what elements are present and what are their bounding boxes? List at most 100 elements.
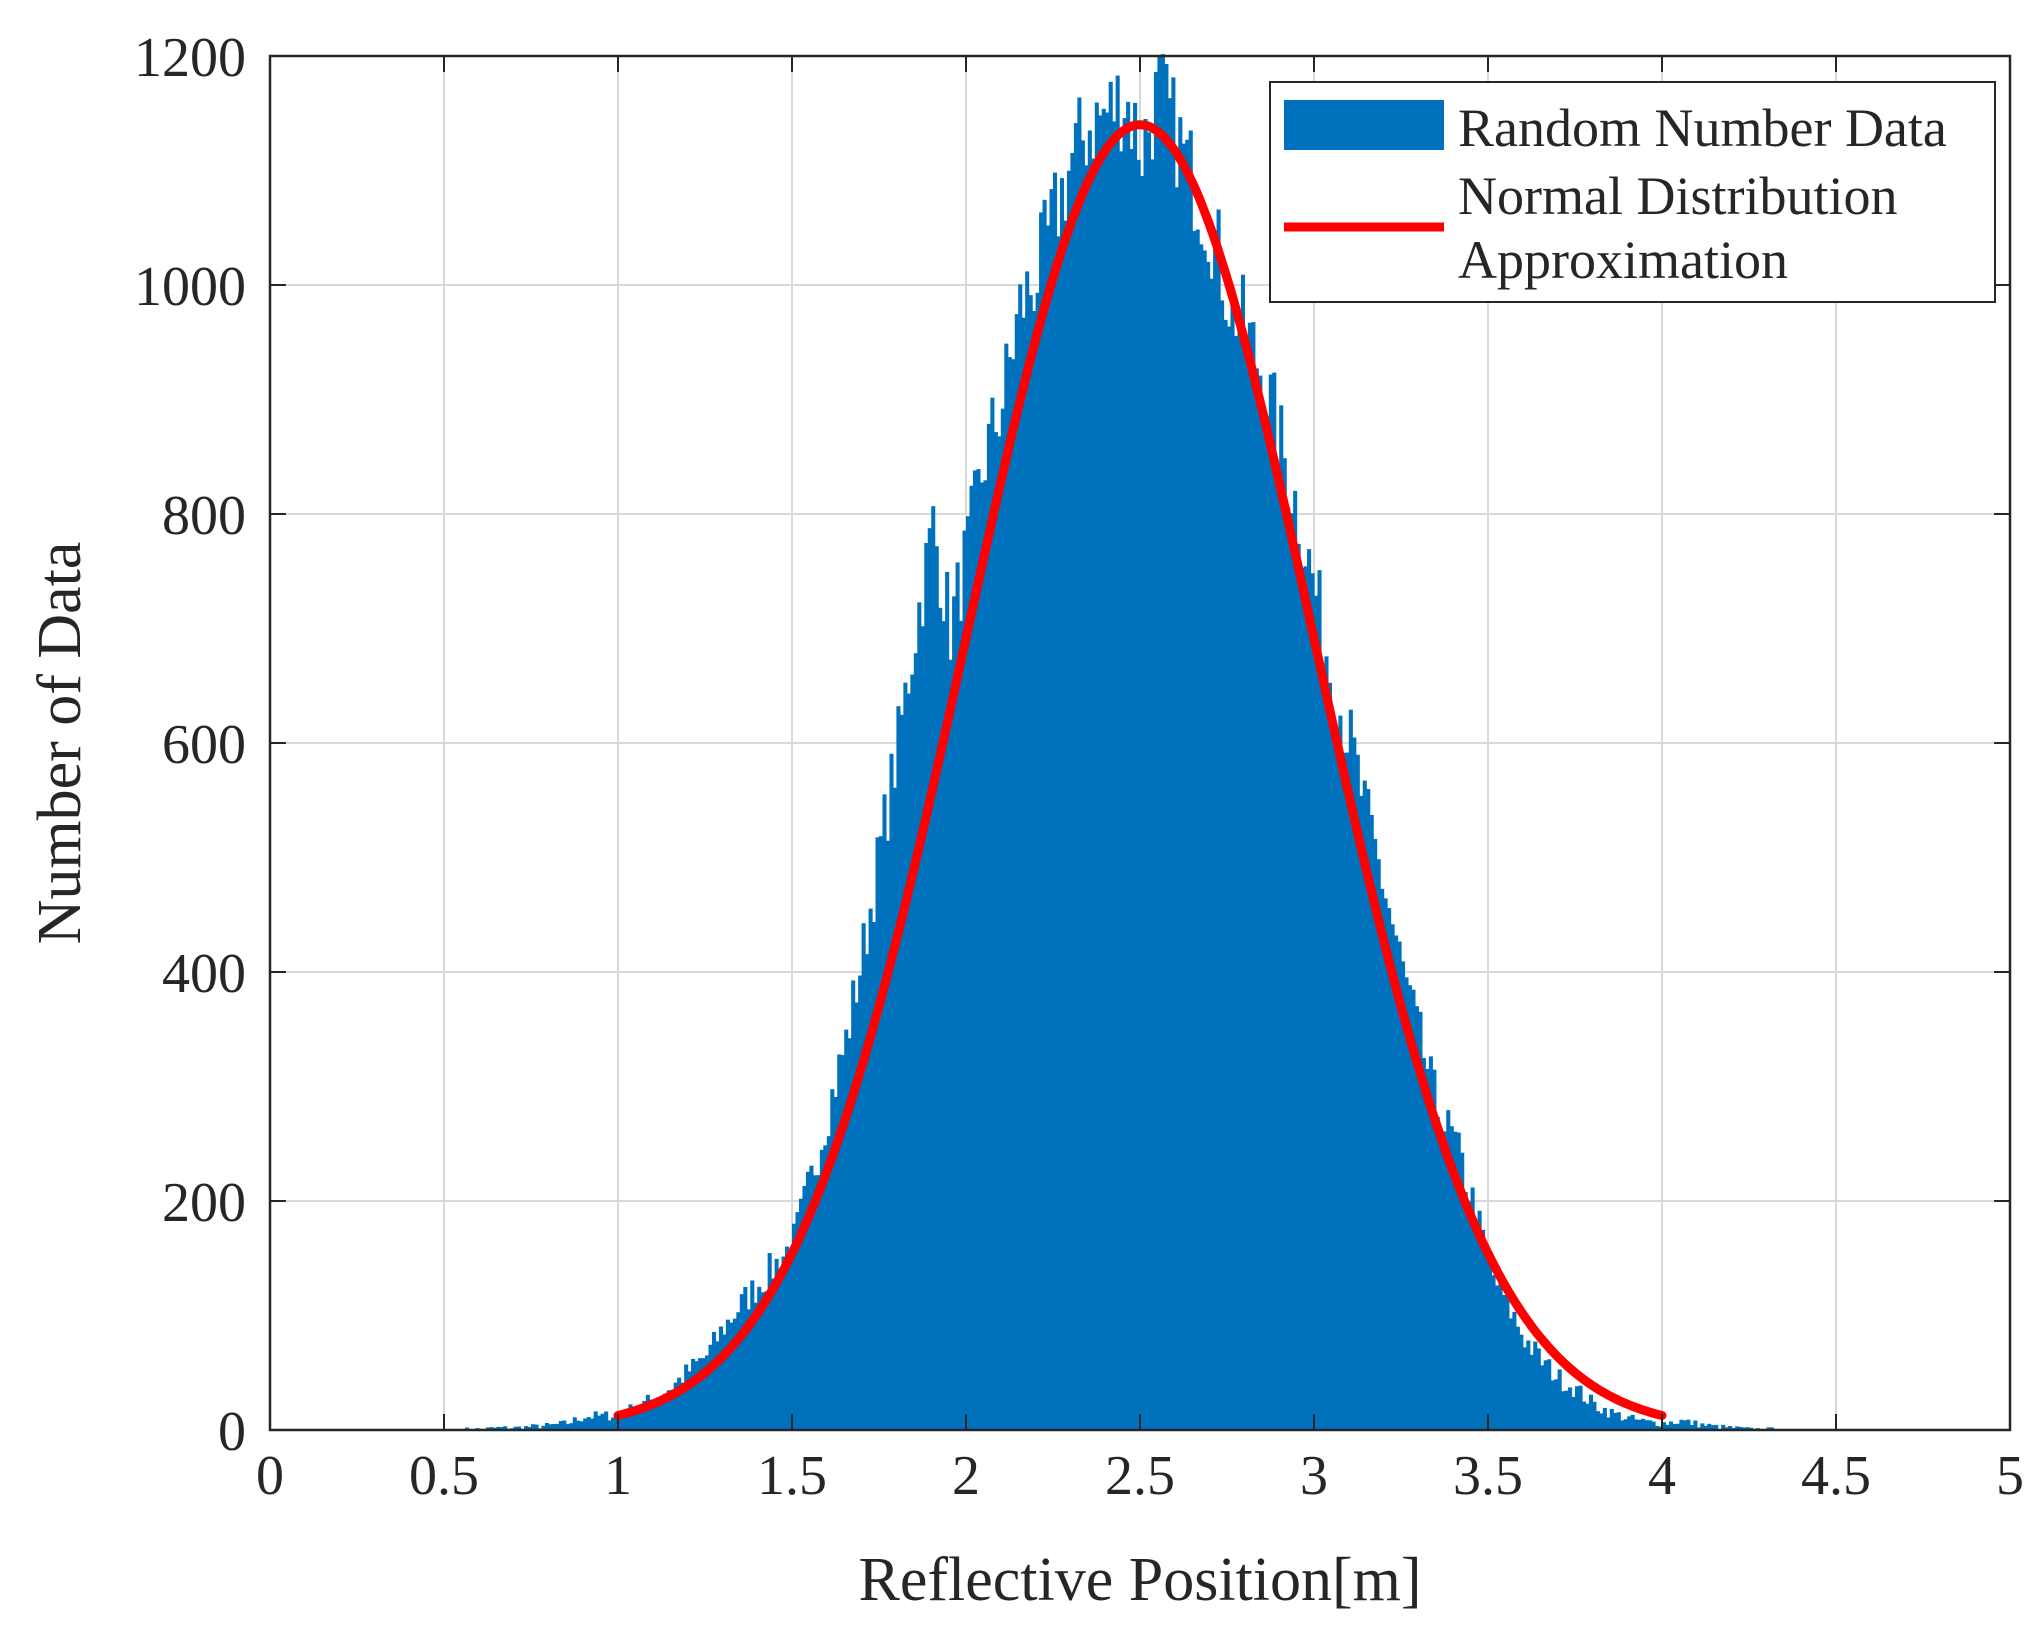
histogram-bar bbox=[896, 706, 901, 1430]
histogram-bar bbox=[583, 1418, 588, 1430]
x-tick-label: 1 bbox=[604, 1445, 632, 1507]
y-tick-label: 600 bbox=[162, 714, 246, 776]
histogram-bar bbox=[1554, 1379, 1559, 1430]
histogram-bar bbox=[1735, 1426, 1740, 1430]
histogram-bar bbox=[1397, 941, 1402, 1430]
histogram-bar bbox=[1745, 1427, 1750, 1430]
histogram-bar bbox=[1592, 1401, 1597, 1430]
histogram-bar bbox=[840, 1055, 845, 1430]
histogram-bar bbox=[600, 1413, 605, 1430]
histogram-bar bbox=[1195, 229, 1200, 1430]
histogram-bar bbox=[924, 542, 929, 1430]
histogram-bar bbox=[1387, 908, 1392, 1430]
histogram-bar bbox=[812, 1175, 817, 1430]
histogram-bar bbox=[1564, 1390, 1569, 1430]
histogram-bar bbox=[1460, 1152, 1465, 1430]
histogram-bar bbox=[1084, 165, 1089, 1431]
histogram-bar bbox=[785, 1246, 790, 1430]
histogram-bar bbox=[1140, 175, 1145, 1430]
histogram-bar bbox=[931, 506, 936, 1430]
histogram-bar bbox=[611, 1417, 616, 1430]
histogram-bar bbox=[1199, 244, 1204, 1431]
histogram-bar bbox=[684, 1364, 689, 1430]
histogram-bar bbox=[1366, 789, 1371, 1430]
histogram-bar bbox=[1543, 1360, 1548, 1430]
histogram-bar bbox=[1606, 1417, 1611, 1430]
histogram-bar bbox=[792, 1223, 797, 1430]
histogram-bar bbox=[1237, 321, 1242, 1430]
histogram-bar bbox=[1046, 225, 1051, 1430]
histogram-bar bbox=[781, 1256, 786, 1430]
histogram-bar bbox=[1320, 666, 1326, 1430]
histogram-bar bbox=[527, 1426, 532, 1430]
histogram-bar bbox=[1362, 780, 1367, 1430]
histogram-bar bbox=[972, 470, 978, 1430]
histogram-bar bbox=[1568, 1387, 1573, 1430]
histogram-bar bbox=[1494, 1285, 1500, 1430]
histogram-bar bbox=[851, 980, 856, 1430]
tick-labels: 0 0.5 1 1.5 2 2.5 3 3.5 4 4.5 5 0 200 400 600 800 1000 12… bbox=[134, 27, 2024, 1507]
histogram-bar bbox=[1345, 752, 1350, 1430]
histogram-bar bbox=[913, 653, 918, 1430]
histogram-bar bbox=[1011, 359, 1016, 1430]
histogram-bar bbox=[496, 1426, 501, 1430]
histogram-bar bbox=[830, 1089, 835, 1430]
histogram-bar bbox=[1352, 737, 1357, 1430]
histogram-bar bbox=[865, 954, 870, 1430]
histogram-bar bbox=[503, 1426, 508, 1430]
histogram-bar bbox=[694, 1361, 699, 1430]
histogram-bar bbox=[1213, 230, 1218, 1430]
histogram-bar bbox=[778, 1273, 783, 1430]
histogram-bar bbox=[1122, 118, 1127, 1430]
histogram-bar bbox=[489, 1427, 494, 1430]
histogram-bar bbox=[562, 1420, 567, 1430]
histogram-bar bbox=[1233, 335, 1239, 1430]
histogram-bar bbox=[635, 1409, 640, 1430]
histogram-bar bbox=[1178, 117, 1183, 1431]
histogram-bar bbox=[1540, 1365, 1545, 1430]
histogram-bar bbox=[767, 1253, 772, 1430]
histogram-bar bbox=[649, 1399, 654, 1430]
histogram-bar bbox=[593, 1411, 598, 1430]
histogram-bar bbox=[1627, 1416, 1632, 1430]
histogram-bar bbox=[691, 1358, 696, 1430]
histogram-bar bbox=[586, 1417, 591, 1430]
histogram-bar bbox=[1223, 319, 1228, 1431]
histogram-bar bbox=[1428, 1056, 1433, 1430]
histogram-bar bbox=[513, 1426, 518, 1430]
histogram-bar bbox=[1206, 261, 1211, 1430]
histogram-bar bbox=[722, 1334, 727, 1430]
histogram-bar bbox=[1056, 236, 1061, 1431]
histogram-bar bbox=[962, 530, 967, 1430]
histogram-bar bbox=[1080, 140, 1085, 1431]
histogram-bar bbox=[1481, 1229, 1486, 1430]
histogram-bar bbox=[882, 794, 887, 1430]
histogram-bar bbox=[1059, 178, 1065, 1431]
histogram-bar bbox=[1035, 292, 1040, 1430]
histogram-bar bbox=[1355, 754, 1360, 1430]
x-tick-label: 5 bbox=[1996, 1445, 2024, 1507]
histogram-bar bbox=[1394, 935, 1399, 1430]
histogram-bar bbox=[1707, 1423, 1712, 1430]
histogram-bar bbox=[698, 1358, 703, 1430]
histogram-bar bbox=[576, 1420, 581, 1430]
histogram-bar bbox=[979, 482, 984, 1430]
histogram-bar bbox=[1119, 151, 1124, 1430]
histogram-bar bbox=[565, 1424, 570, 1430]
histogram-bar bbox=[1724, 1427, 1729, 1430]
histogram-bar bbox=[1018, 284, 1023, 1431]
histogram-bar bbox=[1133, 102, 1138, 1430]
histogram-bar bbox=[941, 621, 946, 1430]
histogram-bar bbox=[1014, 314, 1019, 1431]
histogram-bar bbox=[1202, 250, 1207, 1431]
histogram-bar bbox=[551, 1423, 556, 1430]
histogram-bar bbox=[1522, 1347, 1527, 1430]
histogram-bar bbox=[687, 1371, 692, 1430]
histogram-bar bbox=[1484, 1250, 1489, 1430]
histogram-bar bbox=[531, 1424, 536, 1430]
histogram-bar bbox=[1721, 1424, 1726, 1430]
histogram-bar bbox=[1188, 130, 1193, 1431]
histogram-bar bbox=[1456, 1132, 1461, 1430]
histogram-bar bbox=[1303, 566, 1308, 1430]
